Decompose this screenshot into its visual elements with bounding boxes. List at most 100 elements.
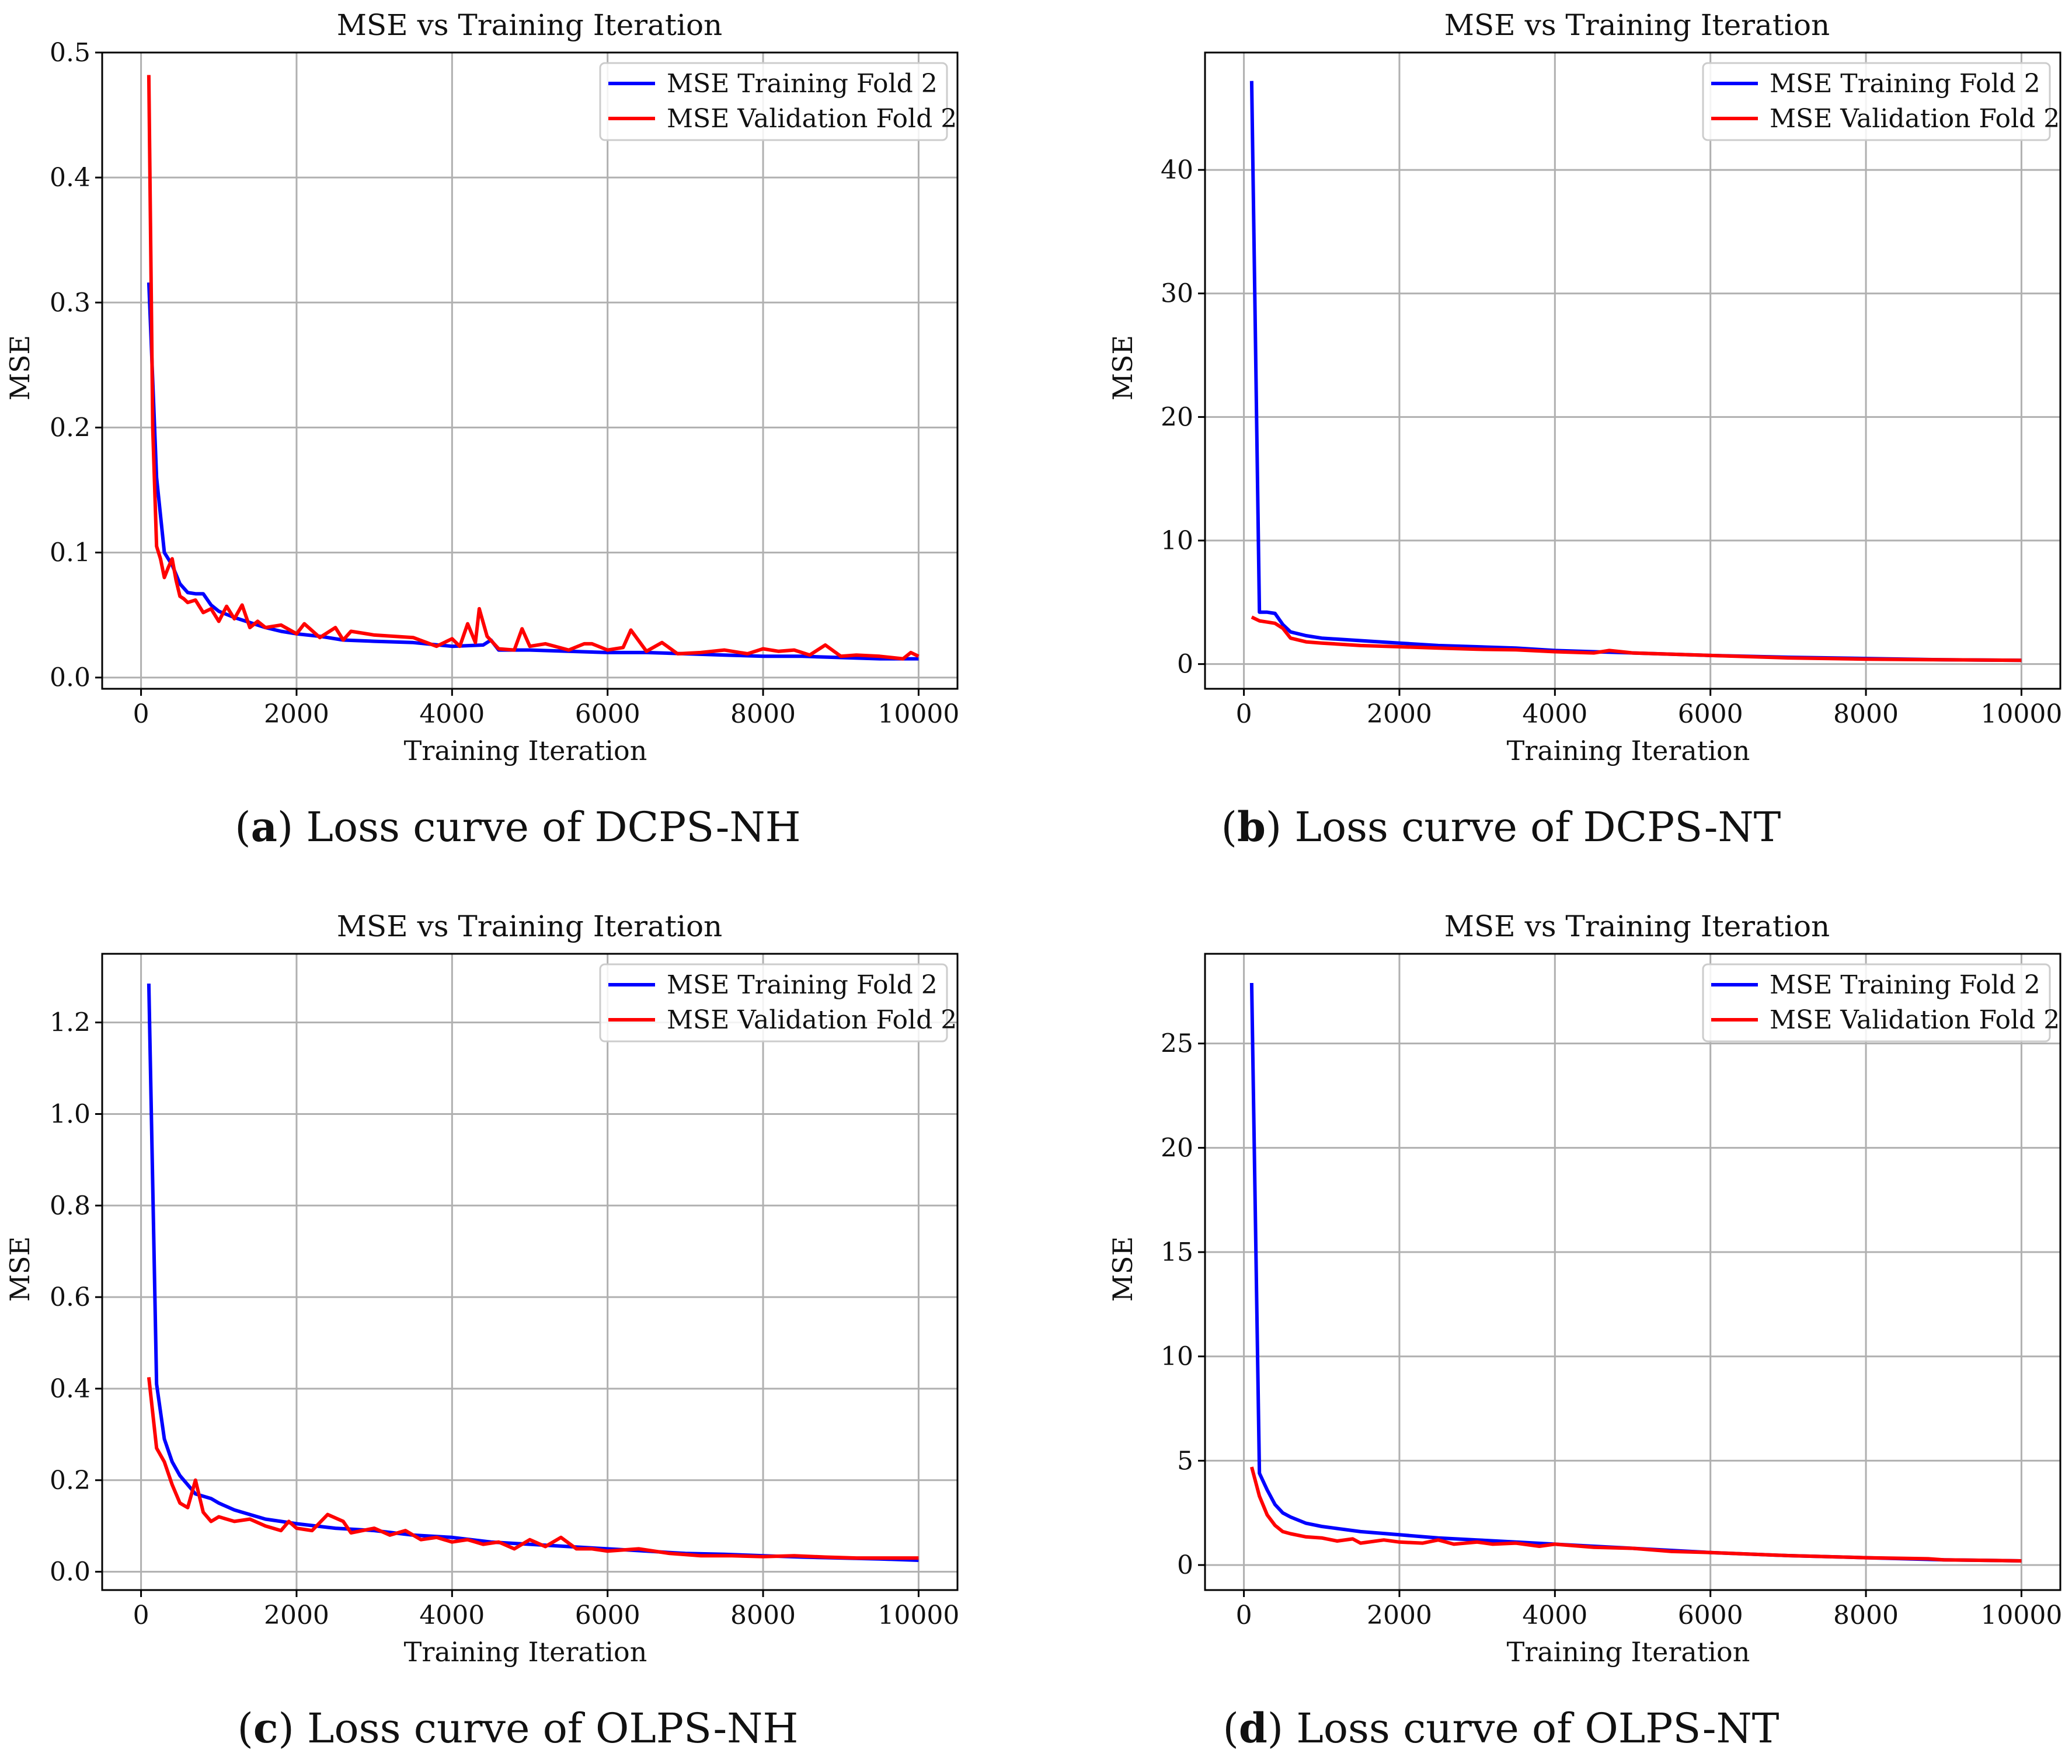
legend-d: MSE Training Fold 2 MSE Validation Fold …	[1702, 963, 2060, 1043]
series-d	[1249, 982, 2022, 1563]
x-tick-label: 0	[133, 699, 149, 729]
caption-text: Loss curve of DCPS-NT	[1294, 803, 1781, 851]
plot-area-c	[101, 953, 959, 1591]
caption-text: Loss curve of DCPS-NH	[306, 803, 801, 851]
chart-title: MSE vs Training Iteration	[337, 909, 723, 943]
caption-d: (d) Loss curve of OLPS-NT	[1223, 1704, 1780, 1752]
plot-frame-a	[101, 51, 959, 690]
legend-label-validation: MSE Validation Fold 2	[667, 1005, 957, 1035]
legend-label-training: MSE Training Fold 2	[667, 970, 938, 1000]
x-tick-label: 6000	[575, 699, 640, 729]
plot-frame-b	[1204, 51, 2061, 690]
plot-frame-c	[101, 953, 959, 1591]
y-tick-label: 0	[1177, 650, 1193, 679]
y-tick-label: 0.8	[50, 1191, 90, 1221]
y-tick-label: 0.2	[50, 1466, 90, 1495]
gridlines-a	[102, 51, 957, 689]
series-a	[147, 75, 920, 661]
y-tick-label: 0.0	[50, 663, 90, 693]
caption-letter: b	[1237, 803, 1266, 851]
plot-frame-d	[1204, 953, 2061, 1591]
ticks-b: 0 2000 4000 6000 8000 10000 0 10 20 30 40	[1161, 155, 2062, 729]
y-tick-label: 10	[1161, 1342, 1193, 1372]
training-line	[147, 983, 919, 1562]
legend-label-validation: MSE Validation Fold 2	[1770, 104, 2060, 134]
legend-box	[1702, 963, 2051, 1043]
chart-b: 0 2000 4000 6000 8000 10000 0 10 20 30 40 MSE vs T…	[1107, 8, 2062, 766]
legend-box	[599, 62, 948, 141]
y-tick-label: 0.6	[50, 1282, 90, 1312]
x-tick-label: 2000	[1367, 699, 1432, 729]
legend-label-training: MSE Training Fold 2	[1770, 970, 2040, 1000]
x-tick-label: 8000	[730, 1601, 796, 1630]
plot-area-d	[1204, 953, 2061, 1591]
ticks-d: 0 2000 4000 6000 8000 10000 0 5 10 15 20 25	[1161, 1029, 2062, 1630]
y-axis-label: MSE	[4, 335, 36, 400]
legend-b: MSE Training Fold 2 MSE Validation Fold …	[1702, 62, 2060, 141]
x-tick-label: 10000	[1980, 1601, 2062, 1630]
series-b	[1249, 81, 2022, 663]
x-tick-label: 8000	[1833, 1601, 1899, 1630]
y-tick-label: 20	[1161, 402, 1193, 432]
validation-line	[1250, 1466, 2022, 1563]
x-tick-label: 8000	[730, 699, 796, 729]
plot-area-a	[101, 51, 959, 690]
y-tick-label: 10	[1161, 526, 1193, 556]
validation-line	[1251, 615, 2022, 663]
x-tick-label: 10000	[877, 1601, 959, 1630]
x-tick-label: 6000	[575, 1601, 640, 1630]
legend-label-training: MSE Training Fold 2	[1770, 69, 2040, 99]
caption-a: (a) Loss curve of DCPS-NH	[235, 803, 801, 851]
chart-c: 0 2000 4000 6000 8000 10000 0.0 0.2 0.4 0.6 0.8 1.0…	[4, 909, 959, 1668]
x-tick-label: 6000	[1678, 1601, 1743, 1630]
y-tick-label: 0	[1177, 1550, 1193, 1580]
chart-a: 0 2000 4000 6000 8000 10000 0.0 0.1 0.2 0.3 0.4 0.5…	[4, 8, 959, 766]
gridlines-b	[1205, 53, 2060, 689]
y-tick-label: 30	[1161, 279, 1193, 309]
x-tick-label: 10000	[877, 699, 959, 729]
y-axis-label: MSE	[1107, 335, 1138, 400]
x-tick-label: 4000	[419, 699, 485, 729]
legend-box	[599, 963, 948, 1043]
ticks-a: 0 2000 4000 6000 8000 10000 0.0 0.1 0.2 0.3 0.4 0.5	[50, 38, 959, 729]
legend-label-validation: MSE Validation Fold 2	[1770, 1005, 2060, 1035]
y-tick-label: 1.0	[50, 1099, 90, 1129]
plot-area-b	[1204, 51, 2061, 690]
y-tick-label: 5	[1177, 1446, 1193, 1476]
caption-letter: d	[1238, 1704, 1267, 1752]
series-c	[147, 983, 919, 1562]
training-line	[1249, 982, 2022, 1563]
chart-d: 0 2000 4000 6000 8000 10000 0 5 10 15 20 25 MSE vs …	[1107, 909, 2062, 1668]
y-tick-label: 0.4	[50, 163, 90, 193]
legend-c: MSE Training Fold 2 MSE Validation Fold …	[599, 963, 957, 1043]
legend-a: MSE Training Fold 2 MSE Validation Fold …	[599, 62, 957, 141]
panel-c: 0 2000 4000 6000 8000 10000 0.0 0.2 0.4 0.6 0.8 1.0…	[0, 882, 1036, 1764]
x-axis-label: Training Iteration	[404, 1636, 647, 1668]
chart-title: MSE vs Training Iteration	[1444, 909, 1830, 943]
x-axis-label: Training Iteration	[1507, 1636, 1750, 1668]
y-tick-label: 15	[1161, 1237, 1193, 1267]
caption-c: (c) Loss curve of OLPS-NH	[237, 1704, 799, 1752]
y-tick-label: 0.5	[50, 38, 90, 68]
panel-b: 0 2000 4000 6000 8000 10000 0 10 20 30 40 MSE vs T…	[1036, 0, 2071, 882]
y-tick-label: 0.3	[50, 288, 90, 318]
x-tick-label: 6000	[1678, 699, 1743, 729]
y-axis-label: MSE	[4, 1236, 36, 1302]
x-axis-label: Training Iteration	[1507, 735, 1750, 766]
y-tick-label: 0.1	[50, 538, 90, 568]
panel-a: 0 2000 4000 6000 8000 10000 0.0 0.1 0.2 0.3 0.4 0.5…	[0, 0, 1036, 882]
x-tick-label: 4000	[1522, 699, 1587, 729]
caption-letter: a	[250, 803, 277, 851]
chart-title: MSE vs Training Iteration	[1444, 8, 1830, 42]
y-tick-label: 0.4	[50, 1374, 90, 1404]
x-tick-label: 4000	[419, 1601, 485, 1630]
y-tick-label: 40	[1161, 155, 1193, 185]
gridlines-d	[1205, 954, 2060, 1590]
panel-d: 0 2000 4000 6000 8000 10000 0 5 10 15 20 25 MSE vs …	[1036, 882, 2071, 1764]
caption-text: Loss curve of OLPS-NH	[307, 1704, 799, 1752]
x-tick-label: 0	[133, 1601, 149, 1630]
gridlines-c	[102, 954, 957, 1590]
legend-label-training: MSE Training Fold 2	[667, 69, 938, 99]
legend-label-validation: MSE Validation Fold 2	[667, 104, 957, 134]
x-tick-label: 4000	[1522, 1601, 1587, 1630]
